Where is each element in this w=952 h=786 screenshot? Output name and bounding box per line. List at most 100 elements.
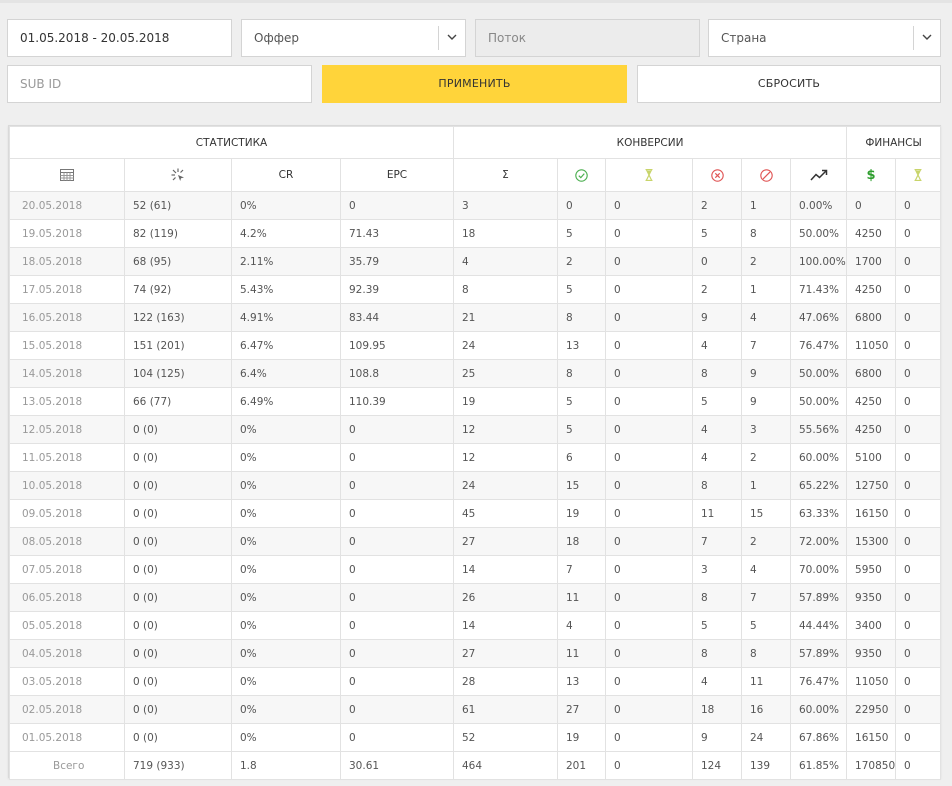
total-conversions-cell: 26 — [453, 583, 558, 612]
cancelled-cell: 3 — [741, 415, 791, 444]
revenue-cell: 22950 — [846, 695, 897, 724]
rejected-cell: 4 — [692, 667, 742, 696]
chevron-down-icon — [922, 34, 932, 40]
total-conversions-cell: 52 — [453, 723, 558, 752]
reset-button[interactable]: СБРОСИТЬ — [637, 65, 941, 103]
table-row: 17.05.2018 74 (92) 5.43% 92.39 8 5 0 2 1 71.43% 42… — [9, 275, 942, 304]
clicks-cell: 82 (119) — [124, 219, 232, 248]
cancelled-cell: 7 — [741, 331, 791, 360]
epc-cell: 0 — [340, 667, 454, 696]
col-rejected-header[interactable] — [692, 158, 742, 192]
total-conversions-cell: 18 — [453, 219, 558, 248]
cancelled-cell: 24 — [741, 723, 791, 752]
revenue-cell: 5100 — [846, 443, 897, 472]
approval-rate-cell: 76.47% — [789, 331, 848, 360]
approval-rate-cell: 67.86% — [789, 723, 848, 752]
epc-cell: 0 — [340, 415, 454, 444]
rejected-cell: 8 — [692, 583, 742, 612]
total-epc-cell: 30.61 — [340, 751, 454, 780]
cr-cell: 6.47% — [231, 331, 341, 360]
dollar-icon: $ — [866, 167, 876, 183]
cr-cell: 5.43% — [231, 275, 341, 304]
epc-cell: 83.44 — [340, 303, 454, 332]
epc-cell: 0 — [340, 527, 454, 556]
approved-cell: 6 — [557, 443, 606, 472]
col-cr-header[interactable]: CR — [231, 158, 341, 192]
col-clicks-header[interactable] — [124, 158, 232, 192]
clicks-cell: 104 (125) — [124, 359, 232, 388]
offer-dropdown-toggle[interactable] — [438, 26, 465, 50]
finance-hold-cell: 0 — [895, 387, 942, 416]
date-cell: 09.05.2018 — [9, 499, 125, 528]
date-range-input[interactable]: 01.05.2018 - 20.05.2018 — [7, 19, 232, 57]
cr-cell: 0% — [231, 443, 341, 472]
table-row: 13.05.2018 66 (77) 6.49% 110.39 19 5 0 5 9 50.00%… — [9, 387, 942, 416]
cancelled-cell: 2 — [741, 443, 791, 472]
col-approval-rate-header[interactable] — [789, 158, 848, 192]
approval-rate-cell: 100.00% — [789, 247, 848, 276]
finance-hold-cell: 0 — [895, 723, 942, 752]
cr-cell: 4.2% — [231, 219, 341, 248]
cr-cell: 0% — [231, 583, 341, 612]
cancelled-cell: 4 — [741, 555, 791, 584]
approval-rate-cell: 76.47% — [789, 667, 848, 696]
col-hold-header[interactable] — [605, 158, 693, 192]
col-finance-hold-header[interactable] — [895, 158, 942, 192]
col-total-conversions-header[interactable]: Σ — [453, 158, 558, 192]
hold-cell: 0 — [605, 331, 693, 360]
finance-hold-cell: 0 — [895, 611, 942, 640]
statistics-table-body: 20.05.2018 52 (61) 0% 0 3 0 0 2 1 0.00% 0 0 19.05.20… — [9, 191, 942, 780]
col-date-header[interactable] — [9, 158, 125, 192]
total-conversions-cell: 28 — [453, 667, 558, 696]
date-cell: 17.05.2018 — [9, 275, 125, 304]
total-conversions-cell: 14 — [453, 555, 558, 584]
revenue-cell: 6800 — [846, 359, 897, 388]
approved-cell: 7 — [557, 555, 606, 584]
date-cell: 08.05.2018 — [9, 527, 125, 556]
col-epc-header[interactable]: EPC — [340, 158, 454, 192]
total-conversions-cell: 3 — [453, 191, 558, 220]
table-row: 04.05.2018 0 (0) 0% 0 27 11 0 8 8 57.89% 9350 0 — [9, 639, 942, 668]
total-conversions-cell: 61 — [453, 695, 558, 724]
country-select[interactable]: Страна — [708, 19, 941, 57]
cr-cell: 6.4% — [231, 359, 341, 388]
table-row: 05.05.2018 0 (0) 0% 0 14 4 0 5 5 44.44% 3400 0 — [9, 611, 942, 640]
group-conversions-header: КОНВЕРСИИ — [452, 126, 848, 159]
offer-select[interactable]: Оффер — [241, 19, 466, 57]
total-cancelled-cell: 139 — [741, 751, 791, 780]
clicks-cell: 0 (0) — [124, 471, 232, 500]
hold-hourglass-icon — [645, 169, 653, 181]
table-row: 11.05.2018 0 (0) 0% 0 12 6 0 4 2 60.00% 5100 0 — [9, 443, 942, 472]
group-finance-header: ФИНАНСЫ — [846, 126, 942, 159]
finance-hold-cell: 0 — [895, 191, 942, 220]
cr-cell: 0% — [231, 695, 341, 724]
total-row: Всего 719 (933) 1.8 30.61 464 201 0 124 139 61.85… — [9, 751, 942, 780]
group-header-row: СТАТИСТИКА КОНВЕРСИИ ФИНАНСЫ — [9, 126, 942, 159]
epc-cell: 71.43 — [340, 219, 454, 248]
country-select-value: Страна — [721, 31, 767, 45]
total-conversions-cell: 27 — [453, 527, 558, 556]
col-approved-header[interactable] — [557, 158, 606, 192]
total-hold-cell: 0 — [605, 751, 693, 780]
clicks-cell: 0 (0) — [124, 667, 232, 696]
col-revenue-header[interactable]: $ — [846, 158, 897, 192]
col-cancelled-header[interactable] — [741, 158, 791, 192]
cancelled-cell: 9 — [741, 387, 791, 416]
table-row: 09.05.2018 0 (0) 0% 0 45 19 0 11 15 63.33% 16150 0 — [9, 499, 942, 528]
trend-icon — [809, 169, 827, 181]
approval-rate-cell: 63.33% — [789, 499, 848, 528]
subid-input[interactable]: SUB ID — [7, 65, 312, 103]
country-dropdown-toggle[interactable] — [913, 26, 940, 50]
clicks-cell: 0 (0) — [124, 443, 232, 472]
epc-cell: 0 — [340, 443, 454, 472]
hold-cell: 0 — [605, 247, 693, 276]
table-row: 02.05.2018 0 (0) 0% 0 61 27 0 18 16 60.00% 22950 0 — [9, 695, 942, 724]
approval-rate-cell: 57.89% — [789, 583, 848, 612]
finance-hold-cell: 0 — [895, 415, 942, 444]
cancelled-cell: 16 — [741, 695, 791, 724]
date-cell: 05.05.2018 — [9, 611, 125, 640]
approved-cell: 19 — [557, 499, 606, 528]
apply-button[interactable]: ПРИМЕНИТЬ — [322, 65, 627, 103]
cancelled-cell: 9 — [741, 359, 791, 388]
epc-cell: 110.39 — [340, 387, 454, 416]
